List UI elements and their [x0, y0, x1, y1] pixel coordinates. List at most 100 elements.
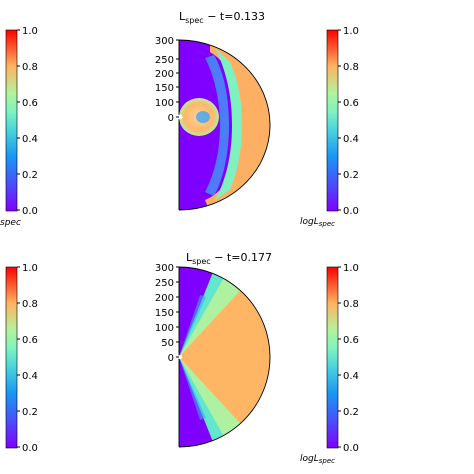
- svg-text:0.6: 0.6: [22, 335, 38, 346]
- svg-text:100: 100: [155, 98, 174, 109]
- svg-text:0.2: 0.2: [22, 170, 38, 181]
- svg-text:0.8: 0.8: [22, 62, 38, 73]
- top-left-cb-tick-1.0: 1.0: [17, 26, 38, 37]
- top-shock-front: [215, 48, 242, 200]
- top-right-cb-tick-0.8: 0.8: [338, 62, 359, 73]
- top-boundary-arc: [178, 39, 271, 211]
- bottom-y-tick-200: 200: [155, 293, 179, 304]
- bottom-cone-upper-streak: [179, 295, 206, 357]
- svg-text:0.4: 0.4: [343, 134, 359, 145]
- bottom-y-tick-50: 50: [161, 338, 179, 349]
- bottom-cone-core: [179, 280, 270, 434]
- svg-text:0.0: 0.0: [343, 443, 359, 454]
- top-right-cb-tick-0.0: 0.0: [338, 206, 359, 217]
- top-origin-marker: [177, 114, 183, 120]
- top-y-tick-0: 0: [168, 113, 179, 124]
- top-right-colorbar-label: logLspec: [300, 217, 335, 228]
- top-left-cb-tick-0.8: 0.8: [17, 62, 38, 73]
- bottom-right-cb-tick-0.8: 0.8: [338, 299, 359, 310]
- svg-text:300: 300: [155, 36, 174, 47]
- bottom-y-ticks: 300 250 200 150 100 50 0: [155, 263, 179, 364]
- svg-text:0.6: 0.6: [343, 98, 359, 109]
- top-panel: Lspec − t=0.133 300 250 200 150 100 50: [0, 10, 359, 228]
- top-left-cb-tick-0.4: 0.4: [17, 134, 38, 145]
- top-y-tick-300: 300: [155, 36, 179, 47]
- top-panel-title: Lspec − t=0.133: [179, 10, 265, 25]
- bottom-y-tick-150: 150: [155, 308, 179, 319]
- bottom-left-cb-tick-0.2: 0.2: [17, 407, 38, 418]
- svg-text:0.8: 0.8: [343, 62, 359, 73]
- svg-text:0.4: 0.4: [343, 371, 359, 382]
- svg-text:0.0: 0.0: [343, 206, 359, 217]
- svg-text:0.2: 0.2: [343, 407, 359, 418]
- svg-text:50: 50: [161, 338, 174, 349]
- bottom-y-tick-100: 100: [155, 323, 179, 334]
- svg-text:0.4: 0.4: [22, 134, 38, 145]
- bottom-right-colorbar: 1.0 0.8 0.6 0.4 0.2 0.0 logLspec: [300, 263, 359, 465]
- bottom-left-cb-tick-0.6: 0.6: [17, 335, 38, 346]
- bottom-right-cb-tick-0.0: 0.0: [338, 443, 359, 454]
- svg-text:1.0: 1.0: [343, 263, 359, 274]
- top-heatmap: [177, 39, 271, 211]
- svg-text:200: 200: [155, 293, 174, 304]
- top-inner-layer: [205, 55, 229, 196]
- bottom-y-tick-300: 300: [155, 263, 179, 274]
- svg-text:0: 0: [168, 113, 174, 124]
- svg-text:0.6: 0.6: [343, 335, 359, 346]
- svg-text:200: 200: [155, 69, 174, 80]
- bottom-left-cb-tick-0.0: 0.0: [17, 443, 38, 454]
- svg-text:100: 100: [155, 323, 174, 334]
- top-left-colorbar-label: spec: [0, 218, 21, 228]
- top-right-cb-tick-0.6: 0.6: [338, 98, 359, 109]
- top-left-colorbar: 1.0 0.8 0.6 0.4 0.2 0.0 spec: [0, 26, 38, 228]
- bottom-heatmap: [178, 266, 271, 448]
- top-y-tick-150: 150: [155, 83, 179, 94]
- top-left-cb-tick-0.6: 0.6: [17, 98, 38, 109]
- svg-text:0.4: 0.4: [22, 371, 38, 382]
- svg-text:0: 0: [168, 353, 174, 364]
- svg-text:0.2: 0.2: [343, 170, 359, 181]
- svg-text:1.0: 1.0: [22, 263, 38, 274]
- svg-text:0.8: 0.8: [22, 299, 38, 310]
- svg-text:0.2: 0.2: [22, 407, 38, 418]
- svg-text:0.8: 0.8: [343, 299, 359, 310]
- top-right-colorbar: 1.0 0.8 0.6 0.4 0.2 0.0 logLspec: [300, 26, 359, 228]
- top-blob-core: [196, 111, 210, 123]
- top-right-cb-tick-0.2: 0.2: [338, 170, 359, 181]
- top-y-tick-100: 100: [155, 98, 179, 109]
- svg-text:150: 150: [155, 308, 174, 319]
- bottom-right-cb-tick-0.2: 0.2: [338, 407, 359, 418]
- svg-text:0.0: 0.0: [22, 206, 38, 217]
- svg-text:0.0: 0.0: [22, 443, 38, 454]
- bottom-left-cb-tick-1.0: 1.0: [17, 263, 38, 274]
- svg-text:1.0: 1.0: [343, 26, 359, 37]
- top-left-cb-tick-0.2: 0.2: [17, 170, 38, 181]
- bottom-left-colorbar: 1.0 0.8 0.6 0.4 0.2 0.0: [5, 263, 38, 454]
- bottom-right-colorbar-label: logLspec: [300, 454, 335, 465]
- bottom-panel-title: Lspec − t=0.177: [186, 251, 272, 266]
- bottom-left-cb-tick-0.4: 0.4: [17, 371, 38, 382]
- top-y-ticks: 300 250 200 150 100 50 0: [155, 36, 179, 124]
- bottom-origin-marker: [178, 355, 182, 359]
- svg-text:150: 150: [155, 83, 174, 94]
- top-right-cb-tick-1.0: 1.0: [338, 26, 359, 37]
- bottom-right-cb-tick-1.0: 1.0: [338, 263, 359, 274]
- top-y-tick-250: 250: [155, 55, 179, 66]
- svg-text:1.0: 1.0: [22, 26, 38, 37]
- svg-text:250: 250: [155, 278, 174, 289]
- bottom-right-cb-tick-0.4: 0.4: [338, 371, 359, 382]
- bottom-cone-lower-streak: [179, 357, 206, 420]
- bottom-left-cb-tick-0.8: 0.8: [17, 299, 38, 310]
- svg-text:300: 300: [155, 263, 174, 274]
- top-left-cb-tick-0.0: 0.0: [17, 206, 38, 217]
- bottom-y-tick-250: 250: [155, 278, 179, 289]
- top-right-cb-tick-0.4: 0.4: [338, 134, 359, 145]
- svg-text:0.6: 0.6: [22, 98, 38, 109]
- bottom-y-tick-0: 0: [168, 353, 179, 364]
- bottom-boundary-arc: [178, 266, 271, 448]
- svg-text:250: 250: [155, 55, 174, 66]
- bottom-panel: Lspec − t=0.177 300 250 200 150 100 50 0: [5, 251, 359, 465]
- bottom-right-cb-tick-0.6: 0.6: [338, 335, 359, 346]
- top-y-tick-200: 200: [155, 69, 179, 80]
